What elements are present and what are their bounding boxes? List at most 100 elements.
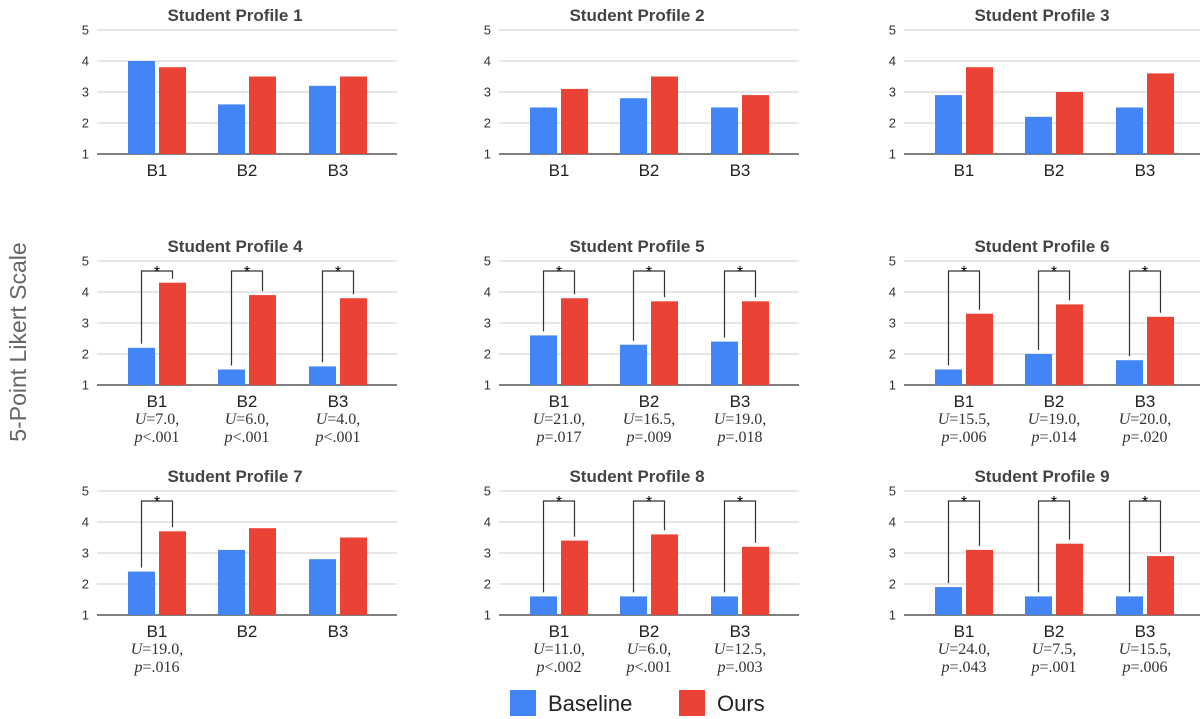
bar-baseline-b3	[1116, 360, 1143, 385]
chart-panel-6: Student Profile 6 1 2 3 4 5 B1 * U=15.5,p=.006 B2…	[889, 237, 1200, 446]
y-tick-label: 5	[484, 23, 491, 38]
y-tick-label: 4	[484, 515, 491, 530]
bar-ours-b1	[966, 313, 993, 385]
p-value: p<.002	[535, 659, 581, 676]
u-statistic: U=16.5,	[623, 411, 676, 428]
p-value: p=.020	[1121, 429, 1167, 446]
bar-ours-b3	[340, 76, 367, 154]
u-statistic: U=12.5,	[714, 641, 767, 658]
y-tick-label: 4	[484, 54, 491, 69]
y-tick-label: 1	[82, 608, 89, 623]
p-value: p<.001	[625, 659, 671, 676]
chart-panel-5: Student Profile 5 1 2 3 4 5 B1 * U=21.0,p=.017 B2…	[484, 237, 799, 446]
x-tick-label: B1	[549, 392, 570, 411]
significance-bracket	[140, 500, 174, 568]
bar-ours-b2	[249, 76, 276, 154]
p-value: p=.009	[625, 429, 671, 446]
x-tick-label: B3	[328, 622, 349, 641]
bar-baseline-b2	[620, 596, 647, 615]
p-value: p=.001	[1030, 659, 1076, 676]
bar-baseline-b1	[935, 95, 962, 154]
x-tick-label: B1	[954, 392, 975, 411]
y-tick-label: 3	[82, 85, 89, 100]
bar-ours-b3	[742, 95, 769, 154]
bar-baseline-b1	[530, 596, 557, 615]
bar-baseline-b2	[218, 549, 245, 615]
x-tick-label: B1	[954, 161, 975, 180]
x-tick-label: B3	[730, 392, 751, 411]
bar-baseline-b3	[309, 85, 336, 154]
p-value: p=.006	[1121, 659, 1167, 676]
u-statistic: U=15.5,	[938, 411, 991, 428]
y-tick-label: 3	[889, 316, 896, 331]
bar-ours-b3	[340, 537, 367, 615]
chart-panel-7: Student Profile 7 1 2 3 4 5 B1 * U=19.0,p=.016 B2…	[82, 467, 397, 676]
x-tick-label: B1	[147, 622, 168, 641]
chart-title: Student Profile 5	[569, 237, 704, 256]
u-statistic: U=20.0,	[1119, 411, 1172, 428]
significance-bracket	[947, 500, 981, 584]
bar-baseline-b3	[309, 366, 336, 385]
y-tick-label: 1	[484, 608, 491, 623]
y-tick-label: 2	[484, 116, 491, 131]
significance-bracket	[1037, 270, 1071, 350]
u-statistic: U=7.0,	[135, 411, 180, 428]
y-tick-label: 4	[889, 285, 896, 300]
bar-baseline-b1	[128, 61, 155, 154]
p-value: p<.001	[223, 429, 269, 446]
y-tick-label: 4	[889, 515, 896, 530]
significance-bracket	[632, 500, 666, 593]
x-tick-label: B3	[1135, 622, 1156, 641]
x-tick-label: B2	[639, 392, 660, 411]
u-statistic: U=7.5,	[1032, 641, 1077, 658]
significance-star: *	[961, 494, 967, 511]
bar-ours-b1	[561, 540, 588, 615]
bar-ours-b3	[742, 546, 769, 615]
bar-baseline-b2	[1025, 596, 1052, 615]
y-tick-label: 3	[484, 316, 491, 331]
y-tick-label: 1	[889, 378, 896, 393]
y-tick-label: 2	[82, 116, 89, 131]
significance-star: *	[1051, 264, 1057, 281]
p-value: p=.016	[133, 659, 179, 676]
y-tick-label: 1	[82, 147, 89, 162]
x-tick-label: B3	[730, 161, 751, 180]
u-statistic: U=6.0,	[627, 641, 672, 658]
chart-panel-3: Student Profile 3 1 2 3 4 5 B1 B2 B3	[889, 6, 1200, 180]
x-tick-label: B2	[639, 622, 660, 641]
y-tick-label: 3	[484, 546, 491, 561]
bar-ours-b2	[249, 295, 276, 385]
bar-ours-b1	[966, 549, 993, 615]
chart-title: Student Profile 6	[974, 237, 1109, 256]
x-tick-label: B2	[237, 392, 258, 411]
y-tick-label: 2	[82, 347, 89, 362]
bar-ours-b2	[651, 301, 678, 385]
y-tick-label: 5	[82, 484, 89, 499]
y-tick-label: 2	[484, 577, 491, 592]
bar-baseline-b1	[128, 571, 155, 615]
significance-star: *	[1142, 264, 1148, 281]
x-tick-label: B2	[237, 161, 258, 180]
chart-title: Student Profile 3	[974, 6, 1109, 25]
bar-baseline-b2	[1025, 116, 1052, 154]
significance-star: *	[646, 494, 652, 511]
significance-bracket	[723, 270, 757, 338]
p-value: p=.003	[716, 659, 762, 676]
y-tick-label: 3	[889, 85, 896, 100]
y-tick-label: 4	[82, 515, 89, 530]
significance-star: *	[335, 264, 341, 281]
u-statistic: U=19.0,	[714, 411, 767, 428]
p-value: p=.014	[1030, 429, 1076, 446]
bar-baseline-b3	[711, 596, 738, 615]
x-tick-label: B3	[730, 622, 751, 641]
y-tick-label: 2	[889, 577, 896, 592]
y-tick-label: 4	[82, 54, 89, 69]
y-axis-label: 5-Point Likert Scale	[5, 242, 31, 441]
y-tick-label: 5	[889, 254, 896, 269]
bar-baseline-b2	[218, 104, 245, 154]
chart-title: Student Profile 8	[569, 467, 704, 486]
x-tick-label: B1	[147, 392, 168, 411]
y-tick-label: 2	[889, 347, 896, 362]
x-tick-label: B2	[1044, 161, 1065, 180]
y-tick-label: 1	[889, 147, 896, 162]
